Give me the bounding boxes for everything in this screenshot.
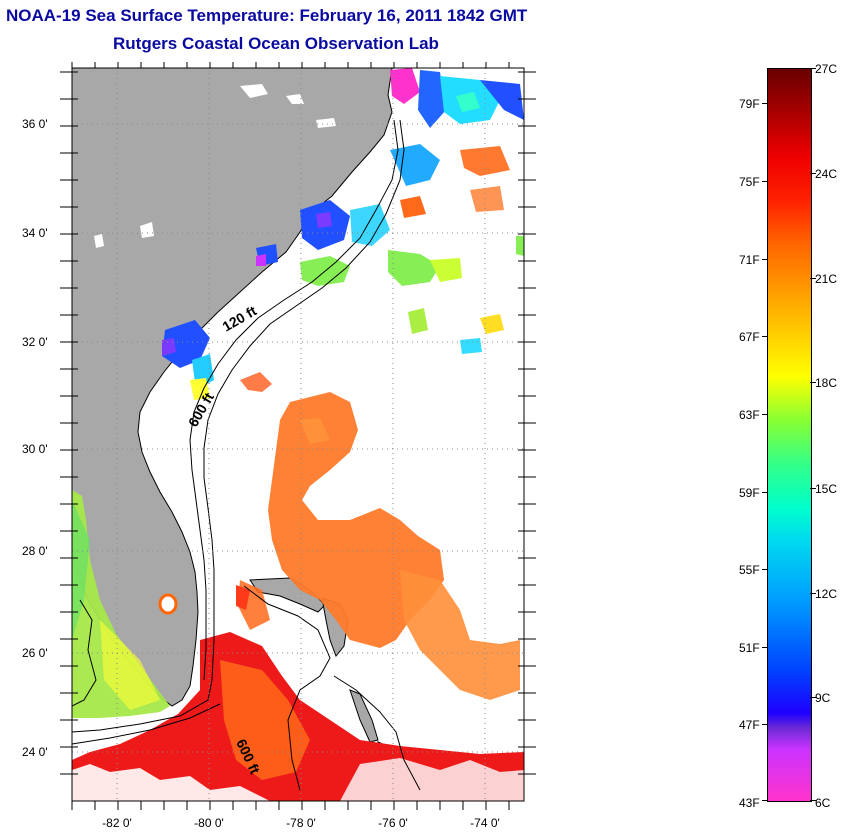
colorbar-f-55: 55F <box>739 563 760 577</box>
colorbar-f-tick <box>762 647 768 648</box>
colorbar-c-tick <box>810 488 816 489</box>
colorbar-f-tick <box>762 336 768 337</box>
colorbar-c-6: 6C <box>815 796 831 810</box>
colorbar-f-79: 79F <box>739 97 760 111</box>
lat-label-24: 24 0' <box>22 745 48 759</box>
colorbar-f-tick <box>762 724 768 725</box>
colorbar-f-tick <box>762 492 768 493</box>
lon-label-76: -76 0' <box>378 816 408 830</box>
colorbar-c-tick <box>810 800 816 801</box>
colorbar-c-tick <box>810 382 816 383</box>
colorbar-f-63: 63F <box>739 408 760 422</box>
colorbar-c-24: 24C <box>815 167 838 181</box>
lake-okeechobee <box>158 593 178 615</box>
colorbar-f-75: 75F <box>739 175 760 189</box>
lon-label-82: -82 0' <box>102 816 132 830</box>
colorbar-f-tick <box>762 800 768 801</box>
lat-label-26: 26 0' <box>22 646 48 660</box>
colorbar-f-43: 43F <box>739 796 760 810</box>
isobath-600ft <box>72 119 405 733</box>
colorbar-f-tick <box>762 103 768 104</box>
lat-label-28: 28 0' <box>22 544 48 558</box>
lat-label-34: 34 0' <box>22 226 48 240</box>
colorbar-c-tick <box>810 278 816 279</box>
lon-label-74: -74 0' <box>470 816 500 830</box>
map-title: NOAA-19 Sea Surface Temperature: Februar… <box>6 6 528 25</box>
lat-label-32: 32 0' <box>22 335 48 349</box>
colorbar-c-27: 27C <box>815 62 838 76</box>
colorbar-c-21: 21C <box>815 272 838 286</box>
colorbar-f-51: 51F <box>739 641 760 655</box>
gulf-sst-band <box>72 490 170 718</box>
colorbar-c-tick <box>810 593 816 594</box>
lat-label-30: 30 0' <box>22 442 48 456</box>
colorbar-c-15: 15C <box>815 482 838 496</box>
lat-label-36: 36 0' <box>22 117 48 131</box>
gulf-stream-band <box>72 632 524 801</box>
warm-eddy <box>268 392 444 648</box>
colorbar-f-71: 71F <box>739 253 760 267</box>
colorbar-f-47: 47F <box>739 718 760 732</box>
colorbar-c-9: 9C <box>815 691 831 705</box>
colorbar-f-59: 59F <box>739 486 760 500</box>
colorbar-f-tick <box>762 569 768 570</box>
colorbar-f-tick <box>762 414 768 415</box>
colorbar-c-tick <box>810 68 816 69</box>
colorbar-f-tick <box>762 181 768 182</box>
lon-label-80: -80 0' <box>194 816 224 830</box>
colorbar-f-67: 67F <box>739 330 760 344</box>
temperature-colorbar <box>767 68 812 802</box>
colorbar-c-tick <box>810 173 816 174</box>
isobath-120ft <box>189 119 399 681</box>
colorbar-c-12: 12C <box>815 587 838 601</box>
colorbar-c-tick <box>810 697 816 698</box>
lon-label-78: -78 0' <box>286 816 316 830</box>
map-subtitle: Rutgers Coastal Ocean Observation Lab <box>113 34 439 53</box>
colorbar-f-tick <box>762 259 768 260</box>
colorbar-c-18: 18C <box>815 376 838 390</box>
